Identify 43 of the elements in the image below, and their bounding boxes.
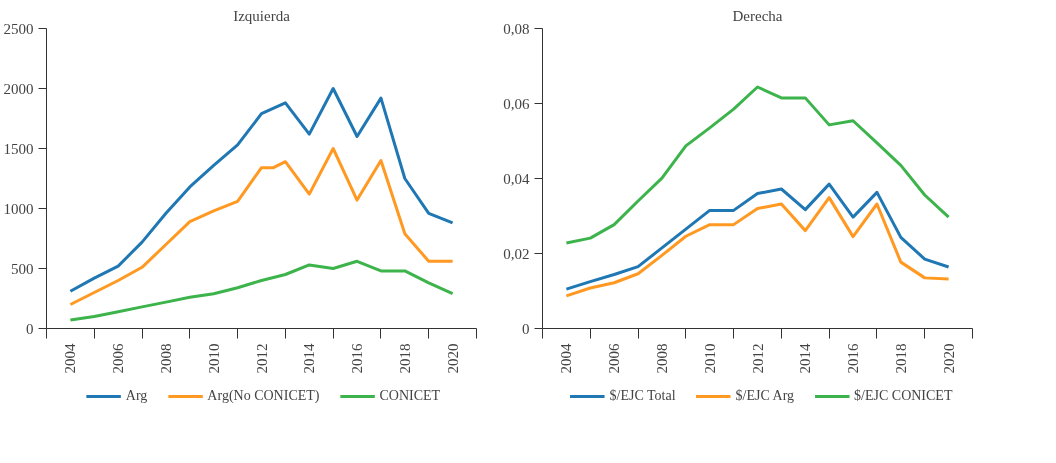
y-tick-label: 0 [522,320,530,337]
x-tick-label: 2012 [253,343,270,374]
line-series [564,182,951,291]
chart-title: Derecha [732,7,783,24]
y-tick-label: 0,08 [503,20,530,37]
line-series [68,87,455,293]
x-tick-label: 2016 [845,343,862,374]
legend-label: CONICET [379,388,441,404]
legend-label: $/EJC Arg [735,388,795,404]
x-tick-label: 2006 [606,343,623,374]
x-tick-label: 2006 [110,343,127,374]
x-tick-label: 2018 [396,343,413,374]
y-tick-label: 1500 [3,140,34,157]
line-series [68,147,455,306]
x-tick-label: 2014 [797,343,814,374]
x-tick-label: 2014 [301,343,318,374]
legend-label: Arg(No CONICET) [207,388,320,404]
y-tick-label: 500 [11,260,34,277]
x-tick-label: 2020 [444,343,461,374]
legend-label: $/EJC Total [609,388,676,404]
x-tick-label: 2004 [62,343,79,374]
x-tick-label: 2004 [558,343,575,374]
x-tick-label: 2016 [349,343,366,374]
line-series [68,259,455,322]
legend-label: Arg [125,388,148,404]
x-tick-label: 2010 [205,343,222,374]
y-tick-label: 0,04 [503,170,530,187]
y-tick-label: 1000 [3,200,34,217]
x-tick-label: 2012 [749,343,766,374]
y-tick-label: 0 [26,320,34,337]
x-tick-label: 2008 [157,343,174,374]
x-tick-label: 2018 [892,343,909,374]
y-tick-label: 2000 [3,80,34,97]
x-tick-label: 2020 [940,343,957,374]
y-tick-label: 2500 [3,20,34,37]
x-tick-label: 2008 [653,343,670,374]
line-series [564,196,951,298]
x-tick-label: 2010 [701,343,718,374]
y-tick-label: 0,06 [503,95,530,112]
y-tick-label: 0,02 [503,245,530,262]
legend-label: $/EJC CONICET [854,388,953,404]
chart-title: Izquierda [233,7,291,24]
line-series [564,85,951,245]
